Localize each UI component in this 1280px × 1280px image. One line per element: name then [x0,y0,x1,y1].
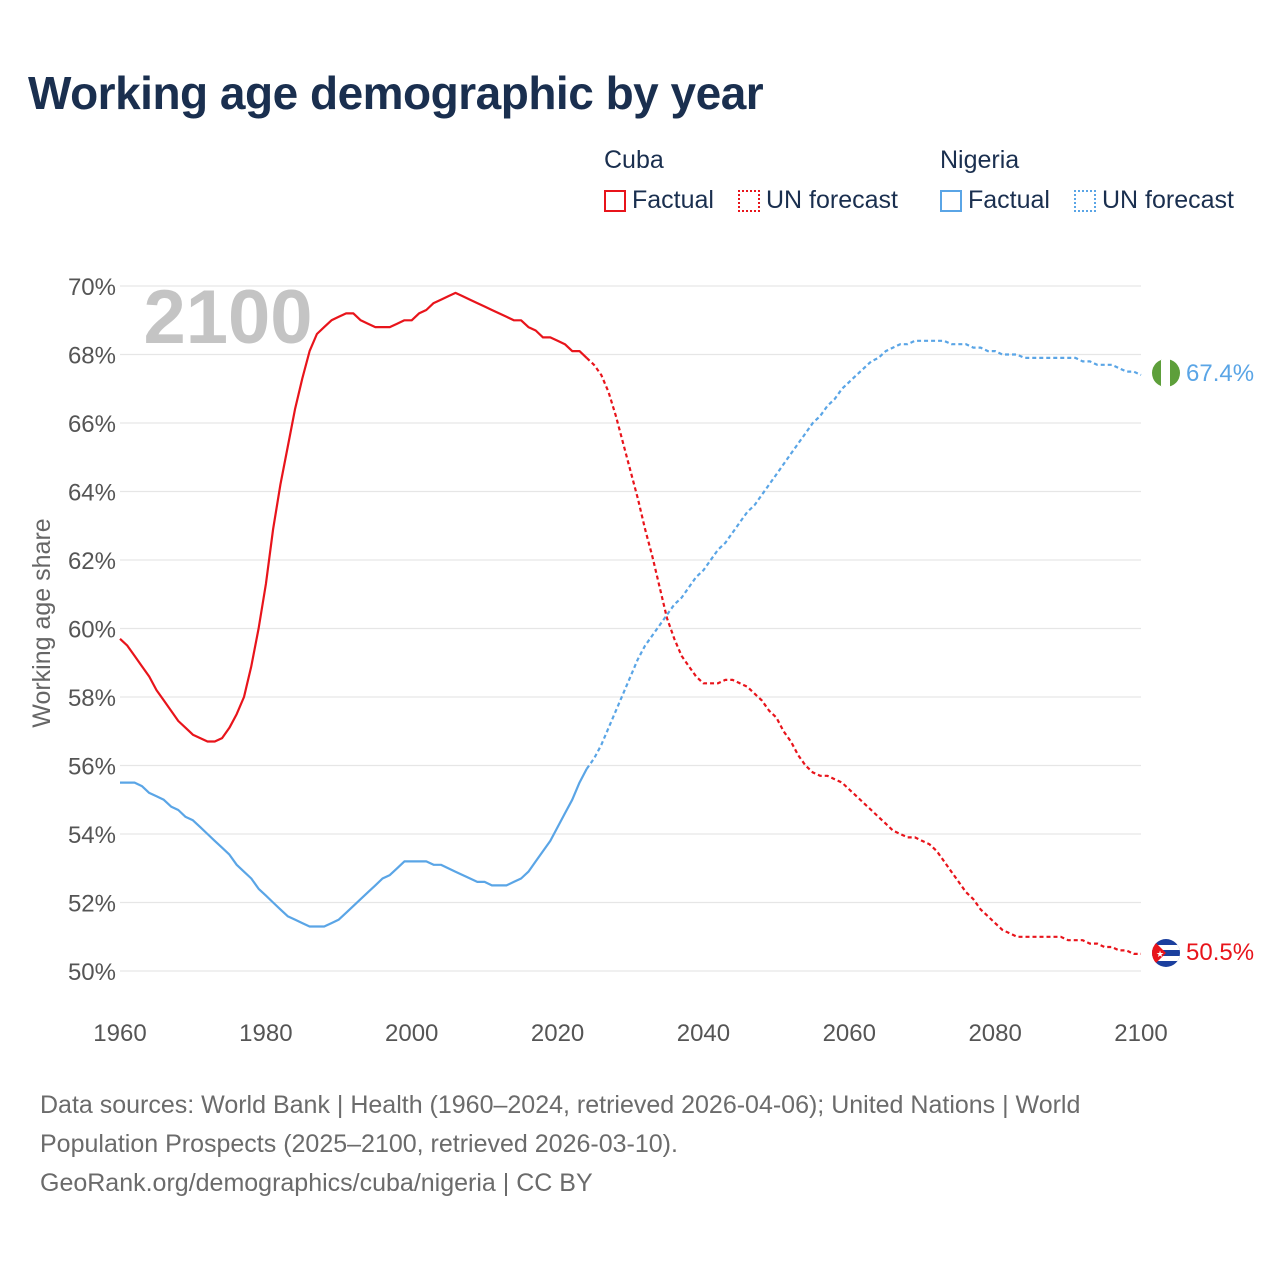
legend-item-nigeria-factual[interactable]: Factual [940,186,1050,215]
x-tick-label: 2100 [1114,1020,1167,1047]
chart-title: Working age demographic by year [28,67,764,119]
x-tick-label: 2020 [531,1020,584,1047]
x-tick-label: 1960 [93,1020,146,1047]
nigeria-forecast-line[interactable] [585,339,1142,770]
x-tick-label: 2060 [823,1020,876,1047]
legend-swatch-nigeria-factual [940,189,962,212]
legend-swatch-nigeria-forecast [1074,189,1096,212]
legend-swatch-cuba-forecast [738,189,760,212]
legend-group-cuba: Cuba [604,146,664,174]
legend-swatch-cuba-factual [604,189,626,212]
year-watermark: 2100 [143,275,312,360]
y-tick-label: 66% [68,411,116,438]
cuba-end-label: 50.5% [1186,939,1254,966]
y-axis-label: Working age share [28,518,56,727]
series-lines [119,291,1142,955]
y-tick-label: 68% [68,343,116,370]
y-tick-label: 54% [68,822,116,849]
source-line-2: Population Prospects (2025–2100, retriev… [40,1130,678,1158]
legend-item-cuba-forecast[interactable]: UN forecast [738,186,898,215]
y-tick-label: 58% [68,685,116,712]
legend-item-cuba-factual[interactable]: Factual [604,186,714,215]
x-tick-label: 1980 [239,1020,292,1047]
nigeria-factual-line[interactable] [120,768,588,928]
x-axis-ticks: 1960 1980 2000 2020 2040 2060 2080 2100 [93,1020,1167,1047]
source-footer: Data sources: World Bank | Health (1960–… [40,1086,1220,1203]
legend-label: Factual [632,186,714,214]
y-axis-ticks: 50% 52% 54% 56% 58% 60% 62% 64% 66% 68% 70% [68,274,116,986]
y-tick-label: 52% [68,891,116,918]
y-tick-label: 60% [68,617,116,644]
x-tick-label: 2000 [385,1020,438,1047]
cuba-factual-line[interactable] [119,291,588,743]
y-tick-label: 62% [68,548,116,575]
nigeria-flag-icon [1152,359,1180,387]
gridlines [120,285,1141,972]
x-tick-label: 2040 [677,1020,730,1047]
legend-label: Factual [968,186,1050,214]
y-tick-label: 70% [68,274,116,301]
x-tick-label: 2080 [968,1020,1021,1047]
cuba-flag-icon: ★ [1152,939,1180,967]
source-line-3[interactable]: GeoRank.org/demographics/cuba/nigeria | … [40,1169,593,1197]
nigeria-end-label: 67.4% [1186,360,1254,387]
source-line-1: Data sources: World Bank | Health (1960–… [40,1091,1081,1119]
cuba-forecast-line[interactable] [585,357,1141,955]
legend-item-nigeria-forecast[interactable]: UN forecast [1074,186,1234,215]
svg-text:★: ★ [1156,950,1164,960]
legend-group-nigeria: Nigeria [940,146,1020,174]
legend-label: UN forecast [1102,186,1234,214]
legend-label: UN forecast [766,186,898,214]
y-tick-label: 50% [68,959,116,986]
y-tick-label: 64% [68,480,116,507]
y-tick-label: 56% [68,754,116,781]
